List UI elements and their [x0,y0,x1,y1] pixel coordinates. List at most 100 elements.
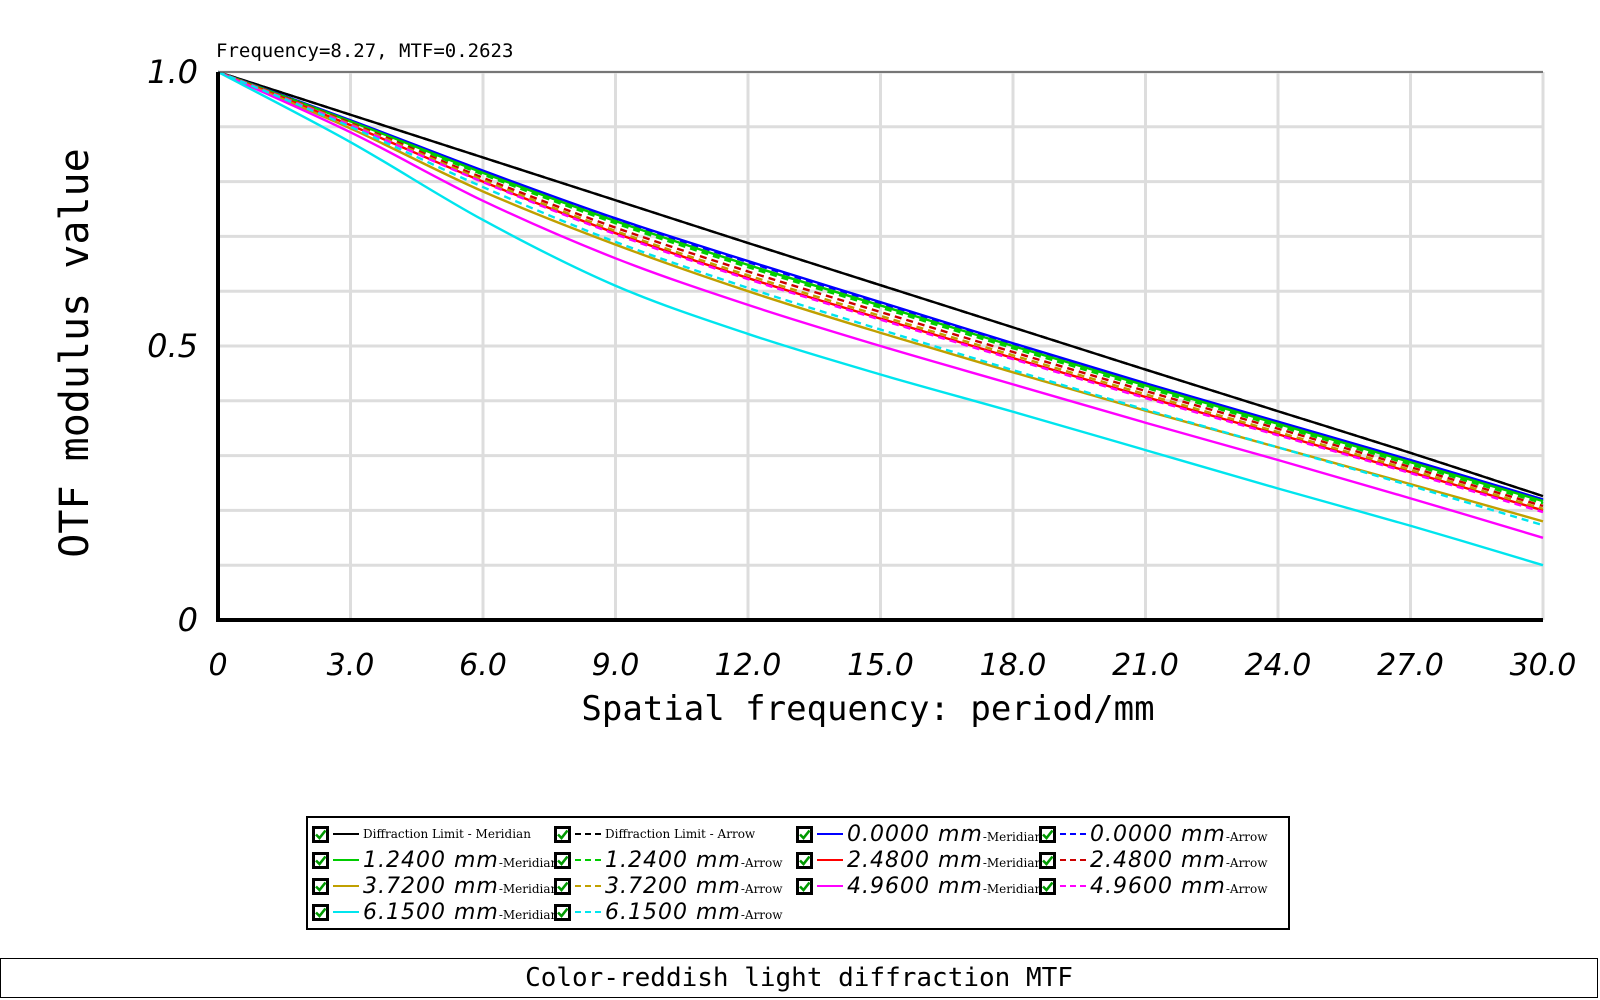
chart-axes [216,71,1543,622]
legend-text: -Arrow [740,881,783,896]
legend-distance: 1.2400 mm [363,847,499,873]
legend-text: -Arrow [1225,881,1268,896]
legend-text: -Meridian [982,855,1043,870]
legend-distance: 4.9600 mm [847,873,983,899]
y-axis-label: OTF modulus value [52,148,98,557]
legend-item[interactable]: 1.2400 mm -Meridian [312,848,558,873]
legend-checkbox-icon[interactable] [1039,851,1056,869]
legend-text: -Meridian [982,881,1043,896]
legend-line-swatch [817,885,843,887]
legend-line-swatch [333,911,359,913]
y-tick-label: 0.5 [147,327,198,365]
legend-text: -Arrow [740,855,783,870]
legend-checkbox-icon[interactable] [796,877,813,895]
legend-checkbox-icon[interactable] [1039,825,1056,843]
legend-label: 3.7200 mm -Arrow [605,874,783,899]
legend-distance: 3.7200 mm [363,873,499,899]
legend-item[interactable]: 3.7200 mm -Arrow [554,874,783,899]
legend-label: 4.9600 mm -Meridian [847,874,1042,899]
legend-distance: 6.1500 mm [363,899,499,925]
legend-line-swatch [333,885,359,887]
legend-item[interactable]: 4.9600 mm -Meridian [796,874,1042,899]
legend-checkbox-icon[interactable] [796,825,813,843]
legend-item[interactable]: 0.0000 mm -Arrow [1039,822,1268,847]
legend-text: -Arrow [1225,829,1268,844]
legend-checkbox-icon[interactable] [312,825,329,843]
series-line-9 [217,70,1544,510]
legend-distance: 4.9600 mm [1090,873,1226,899]
legend-checkbox-icon[interactable] [312,877,329,895]
legend-distance: 0.0000 mm [1090,821,1226,847]
legend-checkbox-icon[interactable] [554,851,571,869]
x-tick-label: 27.0 [1377,648,1444,683]
series-line-13 [217,70,1544,527]
legend-line-swatch [817,833,843,835]
legend-label: 3.7200 mm -Meridian [363,874,558,899]
legend-item[interactable]: 0.0000 mm -Meridian [796,822,1042,847]
legend-checkbox-icon[interactable] [554,825,571,843]
legend-item[interactable]: 4.9600 mm -Arrow [1039,874,1268,899]
legend-checkbox-icon[interactable] [312,903,329,921]
legend-checkbox-icon[interactable] [1039,877,1056,895]
legend-label: 1.2400 mm -Meridian [363,848,558,873]
legend-line-swatch [817,859,843,861]
legend-label: 6.1500 mm -Meridian [363,900,558,925]
legend-text: -Meridian [498,907,559,922]
legend-line-swatch [575,833,601,835]
x-tick-label: 30.0 [1510,648,1577,683]
series-line-10 [217,70,1544,539]
legend-distance: 2.4800 mm [1090,847,1226,873]
legend-text: -Arrow [740,907,783,922]
legend-line-swatch [575,911,601,913]
series-line-6 [217,70,1544,512]
legend-text: Diffraction Limit - Arrow [605,827,756,841]
y-tick-label: 0 [178,601,198,639]
legend-label: 6.1500 mm -Arrow [605,900,783,925]
legend-line-swatch [1060,885,1086,887]
legend-item[interactable]: 1.2400 mm -Arrow [554,848,783,873]
legend-checkbox-icon[interactable] [312,851,329,869]
legend-text: -Arrow [1225,855,1268,870]
series-line-3 [217,70,1544,502]
legend-item[interactable]: 6.1500 mm -Meridian [312,900,558,925]
x-tick-label: 0 [208,648,227,683]
legend-label: 2.4800 mm -Arrow [1090,848,1268,873]
legend-line-swatch [333,833,359,835]
legend-distance: 0.0000 mm [847,821,983,847]
cursor-readout: Frequency=8.27, MTF=0.2623 [216,40,514,62]
legend-line-swatch [1060,833,1086,835]
legend-distance: 6.1500 mm [605,899,741,925]
legend-item[interactable]: 6.1500 mm -Arrow [554,900,783,925]
legend-checkbox-icon[interactable] [554,877,571,895]
chart-grid [218,70,1545,620]
legend-text: -Meridian [498,855,559,870]
x-tick-label: 15.0 [847,648,914,683]
series-line-4 [217,70,1544,503]
x-tick-label: 12.0 [715,648,782,683]
legend-item[interactable]: 3.7200 mm -Meridian [312,874,558,899]
legend-item[interactable]: 2.4800 mm -Meridian [796,848,1042,873]
x-tick-label: 9.0 [592,648,640,683]
x-tick-label: 21.0 [1112,648,1179,683]
legend-distance: 2.4800 mm [847,847,983,873]
legend-item[interactable]: Diffraction Limit - Meridian [312,822,531,846]
legend-label: Diffraction Limit - Arrow [605,827,755,841]
legend-label: 0.0000 mm -Arrow [1090,822,1268,847]
mtf-chart: 0 3.0 6.0 9.0 12.0 15.0 18.0 21.0 24.0 27.0 30.0 0 0… [52,53,1576,729]
legend-checkbox-icon[interactable] [554,903,571,921]
legend-item[interactable]: 2.4800 mm -Arrow [1039,848,1268,873]
legend-checkbox-icon[interactable] [796,851,813,869]
x-tick-label: 24.0 [1245,648,1312,683]
legend-label: 0.0000 mm -Meridian [847,822,1042,847]
y-tick-label: 1.0 [147,53,198,91]
chart-tick-labels: 0 3.0 6.0 9.0 12.0 15.0 18.0 21.0 24.0 27.0 30.0 0 0… [147,53,1576,683]
legend-text: Diffraction Limit - Meridian [363,827,531,841]
legend-label: 1.2400 mm -Arrow [605,848,783,873]
legend-label: 2.4800 mm -Meridian [847,848,1042,873]
chart-curves [217,70,1544,567]
legend-line-swatch [333,859,359,861]
series-line-12 [217,70,1544,567]
legend-label: 4.9600 mm -Arrow [1090,874,1268,899]
legend-item[interactable]: Diffraction Limit - Arrow [554,822,755,846]
x-tick-label: 18.0 [980,648,1047,683]
